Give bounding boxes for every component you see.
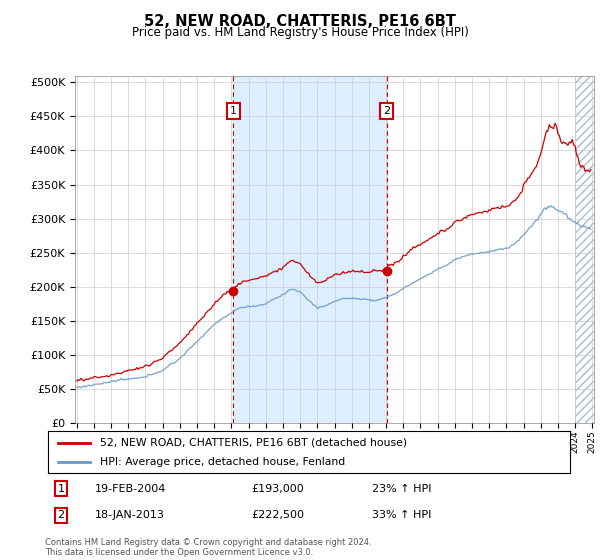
Text: 19-FEB-2004: 19-FEB-2004 bbox=[95, 484, 166, 494]
Text: 52, NEW ROAD, CHATTERIS, PE16 6BT (detached house): 52, NEW ROAD, CHATTERIS, PE16 6BT (detac… bbox=[100, 438, 407, 448]
Text: 2: 2 bbox=[383, 106, 391, 116]
Text: 1: 1 bbox=[58, 484, 65, 494]
Text: HPI: Average price, detached house, Fenland: HPI: Average price, detached house, Fenl… bbox=[100, 458, 346, 467]
Text: £222,500: £222,500 bbox=[251, 510, 305, 520]
Bar bbox=[575, 41, 594, 423]
Text: 52, NEW ROAD, CHATTERIS, PE16 6BT: 52, NEW ROAD, CHATTERIS, PE16 6BT bbox=[144, 14, 456, 29]
Text: 18-JAN-2013: 18-JAN-2013 bbox=[95, 510, 165, 520]
Text: 33% ↑ HPI: 33% ↑ HPI bbox=[371, 510, 431, 520]
Bar bbox=[575, 76, 594, 423]
Text: 23% ↑ HPI: 23% ↑ HPI bbox=[371, 484, 431, 494]
Text: 2: 2 bbox=[58, 510, 65, 520]
Text: 1: 1 bbox=[230, 106, 237, 116]
Text: Contains HM Land Registry data © Crown copyright and database right 2024.
This d: Contains HM Land Registry data © Crown c… bbox=[45, 538, 371, 557]
Text: £193,000: £193,000 bbox=[251, 484, 304, 494]
Bar bbox=[233, 76, 387, 423]
Text: Price paid vs. HM Land Registry's House Price Index (HPI): Price paid vs. HM Land Registry's House … bbox=[131, 26, 469, 39]
